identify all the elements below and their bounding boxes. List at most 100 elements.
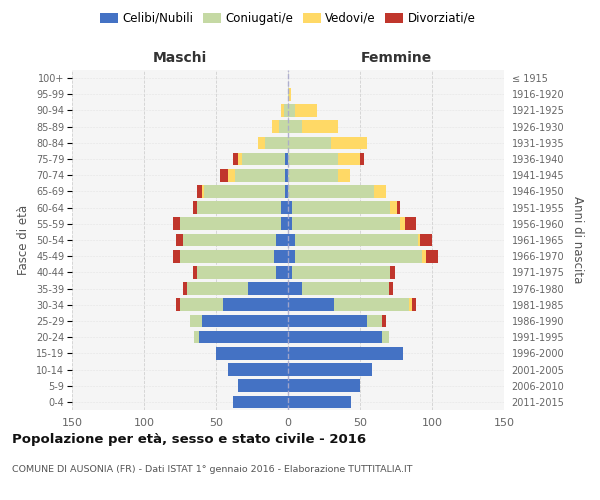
Text: Popolazione per età, sesso e stato civile - 2016: Popolazione per età, sesso e stato civil… bbox=[12, 432, 366, 446]
Bar bbox=[220, 169, 227, 181]
Bar bbox=[334, 298, 409, 311]
Bar bbox=[331, 136, 367, 149]
Bar bbox=[173, 218, 180, 230]
Bar bbox=[281, 202, 288, 214]
Bar bbox=[421, 234, 432, 246]
Bar bbox=[284, 104, 288, 117]
Bar bbox=[288, 218, 292, 230]
Bar bbox=[197, 202, 281, 214]
Text: COMUNE DI AUSONIA (FR) - Dati ISTAT 1° gennaio 2016 - Elaborazione TUTTITALIA.IT: COMUNE DI AUSONIA (FR) - Dati ISTAT 1° g… bbox=[12, 466, 413, 474]
Bar bbox=[400, 218, 404, 230]
Bar bbox=[422, 250, 426, 262]
Bar bbox=[183, 234, 277, 246]
Bar bbox=[288, 347, 403, 360]
Bar bbox=[248, 282, 288, 295]
Bar bbox=[180, 250, 274, 262]
Bar bbox=[288, 234, 295, 246]
Bar bbox=[302, 282, 389, 295]
Bar bbox=[205, 185, 285, 198]
Bar bbox=[173, 250, 180, 262]
Bar bbox=[288, 331, 382, 344]
Bar bbox=[397, 202, 400, 214]
Bar bbox=[258, 136, 265, 149]
Bar bbox=[194, 331, 199, 344]
Bar bbox=[277, 266, 288, 278]
Bar bbox=[404, 218, 416, 230]
Bar bbox=[288, 298, 334, 311]
Bar bbox=[285, 169, 288, 181]
Bar bbox=[426, 250, 438, 262]
Bar bbox=[280, 120, 288, 133]
Bar bbox=[242, 152, 285, 166]
Bar bbox=[292, 218, 400, 230]
Text: Maschi: Maschi bbox=[153, 51, 207, 65]
Bar bbox=[295, 234, 418, 246]
Bar bbox=[374, 185, 386, 198]
Bar bbox=[389, 282, 393, 295]
Y-axis label: Anni di nascita: Anni di nascita bbox=[571, 196, 584, 284]
Bar bbox=[176, 298, 180, 311]
Bar bbox=[272, 120, 280, 133]
Bar bbox=[281, 218, 288, 230]
Bar bbox=[288, 185, 374, 198]
Bar bbox=[202, 185, 205, 198]
Y-axis label: Fasce di età: Fasce di età bbox=[17, 205, 31, 275]
Bar bbox=[233, 152, 238, 166]
Bar bbox=[176, 234, 183, 246]
Text: Femmine: Femmine bbox=[361, 51, 431, 65]
Bar bbox=[281, 104, 284, 117]
Bar bbox=[288, 136, 331, 149]
Bar bbox=[285, 152, 288, 166]
Bar bbox=[238, 152, 242, 166]
Legend: Celibi/Nubili, Coniugati/e, Vedovi/e, Divorziati/e: Celibi/Nubili, Coniugati/e, Vedovi/e, Di… bbox=[97, 8, 479, 28]
Bar bbox=[183, 282, 187, 295]
Bar bbox=[360, 152, 364, 166]
Bar bbox=[412, 298, 416, 311]
Bar bbox=[288, 363, 371, 376]
Bar bbox=[235, 169, 285, 181]
Bar bbox=[302, 120, 338, 133]
Bar bbox=[292, 266, 390, 278]
Bar bbox=[295, 104, 317, 117]
Bar bbox=[338, 152, 360, 166]
Bar bbox=[193, 202, 197, 214]
Bar bbox=[390, 266, 395, 278]
Bar bbox=[288, 120, 302, 133]
Bar bbox=[390, 202, 397, 214]
Bar bbox=[288, 104, 295, 117]
Bar bbox=[180, 298, 223, 311]
Bar bbox=[227, 169, 235, 181]
Bar bbox=[285, 185, 288, 198]
Bar bbox=[197, 266, 277, 278]
Bar bbox=[199, 331, 288, 344]
Bar bbox=[288, 169, 338, 181]
Bar bbox=[367, 314, 382, 328]
Bar bbox=[288, 266, 292, 278]
Bar bbox=[238, 380, 288, 392]
Bar bbox=[265, 136, 288, 149]
Bar bbox=[382, 331, 389, 344]
Bar bbox=[382, 314, 386, 328]
Bar bbox=[193, 266, 197, 278]
Bar bbox=[288, 314, 367, 328]
Bar bbox=[288, 202, 292, 214]
Bar bbox=[288, 380, 360, 392]
Bar bbox=[338, 169, 350, 181]
Bar bbox=[418, 234, 421, 246]
Bar bbox=[180, 218, 281, 230]
Bar bbox=[288, 396, 352, 408]
Bar bbox=[197, 185, 202, 198]
Bar bbox=[233, 396, 288, 408]
Bar bbox=[274, 250, 288, 262]
Bar bbox=[216, 347, 288, 360]
Bar bbox=[288, 152, 338, 166]
Bar bbox=[409, 298, 412, 311]
Bar bbox=[288, 282, 302, 295]
Bar bbox=[190, 314, 202, 328]
Bar bbox=[223, 298, 288, 311]
Bar bbox=[187, 282, 248, 295]
Bar bbox=[292, 202, 390, 214]
Bar bbox=[202, 314, 288, 328]
Bar bbox=[295, 250, 422, 262]
Bar bbox=[288, 88, 289, 101]
